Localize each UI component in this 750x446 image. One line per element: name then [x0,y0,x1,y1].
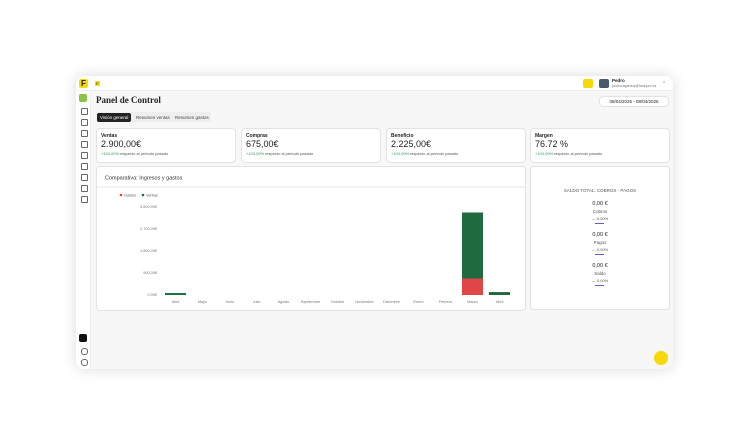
app-switch[interactable] [79,334,87,342]
y-tick-label: 0,00€ [147,293,157,297]
nav-icon[interactable] [81,141,88,148]
tab[interactable]: Resumen gastos [175,115,209,120]
x-tick-label: Noviembre [355,300,373,304]
bar-segment [462,278,483,295]
x-tick-label: Diciembre [383,300,400,304]
kpi-value: 2.225,00€ [391,139,432,149]
kpi-note: respecto al periodo pasado [554,151,603,156]
kpi-value: 76.72 % [535,139,569,149]
x-tick-label: Marzo [467,300,478,304]
bar-segment [489,292,510,295]
kpi-card [96,128,236,163]
nav-icon[interactable] [81,152,88,159]
x-tick-label: Mayo [198,300,207,304]
user-name: Pedro [612,78,625,83]
kpi-label: Margen [535,133,553,139]
balance-change: — 0,00% [591,216,609,221]
balance-label: Saldo [594,271,606,276]
nav-icon[interactable] [81,108,88,115]
kpi-change: +100,00% [101,151,120,156]
x-tick-label: Septiembre [301,300,320,304]
nav-icon[interactable] [81,185,88,192]
bar-segment [462,212,483,279]
balance-underline [595,254,604,255]
chat-button[interactable] [654,351,668,365]
notifications-button[interactable] [583,79,593,88]
x-tick-label: Enero [413,300,423,304]
kpi-note: respecto al periodo pasado [265,151,314,156]
logo[interactable]: F [79,79,88,88]
kpi-label: Compras [246,133,268,139]
kpi-note: respecto al periodo pasado [120,151,169,156]
balance-label: Pagos [593,240,607,245]
kpi-value: 2.900,00€ [101,139,142,149]
date-range-picker[interactable]: 08/04/2025 - 08/04/2026 [599,96,669,107]
nav-icon[interactable] [81,163,88,170]
kpi-change: +100,00% [391,151,410,156]
legend-label: Gastos [124,193,136,197]
x-tick-label: Abril [496,300,504,304]
x-tick-label: Octubre [331,300,345,304]
chart: Comparativa: Ingresos y gastos Gastos Vent… [96,166,526,311]
x-tick-label: Agosto [278,300,290,304]
nav-icon[interactable] [81,119,88,126]
bar-segment [165,293,186,295]
x-tick-label: Julio [253,300,261,304]
y-tick-label: 1.800,00€ [140,249,158,253]
avatar[interactable] [599,79,609,88]
nav-icon[interactable] [81,196,88,203]
kpi-label: Ventas [101,133,118,139]
user-email: pedrosagarduy@factupro.es [612,84,657,88]
kpi-card [386,128,526,163]
sidebar [76,91,91,369]
balance-underline [595,223,604,224]
balance-amount: 0,00 € [592,232,608,238]
kpi-label: Beneficio [391,133,414,139]
kpi-card [530,128,670,163]
balance-title: SALDO TOTAL: COBROS - PAGOS [563,188,637,193]
balance-label: Cobros [592,209,608,214]
x-tick-label: Abril [172,300,180,304]
help-icon[interactable] [81,348,88,355]
tab-bar [96,112,211,122]
topbar [76,76,673,91]
tab[interactable]: Resumen ventas [136,115,170,120]
kpi-change: +100,00% [535,151,554,156]
kpi-change: +100,00% [246,151,265,156]
x-tick-label: Junio [225,300,234,304]
kpi-note: respecto al periodo pasado [410,151,459,156]
nav-icon[interactable] [81,130,88,137]
chart-title: Comparativa: Ingresos y gastos [105,175,183,181]
page-title: Panel de Control [96,95,161,105]
tab-active[interactable]: Visión general [97,113,132,122]
legend-label: Ventas [146,193,158,197]
kpi-card [241,128,381,163]
settings-icon[interactable] [81,359,88,366]
workspace-badge[interactable]: F [95,81,100,86]
legend-swatch [141,193,145,197]
legend-swatch [119,193,123,197]
balance-panel [530,166,670,310]
y-tick-label: 2.700,00€ [140,227,158,231]
user-menu-toggle[interactable]: ⌃ [662,81,667,87]
balance-amount: 0,00 € [592,201,608,207]
nav-active[interactable] [79,94,87,102]
balance-change: — 0,00% [591,278,609,283]
balance-underline [595,285,604,286]
balance-amount: 0,00 € [592,263,608,269]
balance-change: — 0,00% [591,247,609,252]
nav-icon[interactable] [81,174,88,181]
kpi-value: 675,00€ [246,139,279,149]
x-tick-label: Febrero [439,300,452,304]
y-tick-label: 900,00€ [143,271,158,275]
y-tick-label: 3.600,00€ [140,205,158,209]
